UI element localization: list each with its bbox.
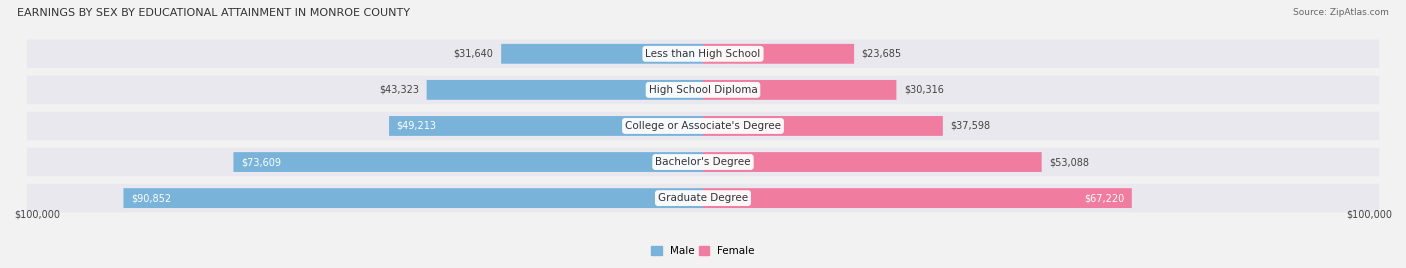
Text: EARNINGS BY SEX BY EDUCATIONAL ATTAINMENT IN MONROE COUNTY: EARNINGS BY SEX BY EDUCATIONAL ATTAINMEN… (17, 8, 411, 18)
FancyBboxPatch shape (27, 76, 1379, 104)
FancyBboxPatch shape (426, 80, 703, 100)
Legend: Male, Female: Male, Female (651, 246, 755, 256)
Text: $90,852: $90,852 (131, 193, 172, 203)
FancyBboxPatch shape (703, 44, 853, 64)
Text: Graduate Degree: Graduate Degree (658, 193, 748, 203)
FancyBboxPatch shape (389, 116, 703, 136)
FancyBboxPatch shape (703, 116, 943, 136)
Text: $100,000: $100,000 (1346, 209, 1392, 219)
FancyBboxPatch shape (27, 112, 1379, 140)
Text: High School Diploma: High School Diploma (648, 85, 758, 95)
FancyBboxPatch shape (27, 184, 1379, 212)
Text: $43,323: $43,323 (380, 85, 419, 95)
Text: College or Associate's Degree: College or Associate's Degree (626, 121, 780, 131)
Text: $49,213: $49,213 (396, 121, 437, 131)
FancyBboxPatch shape (233, 152, 703, 172)
FancyBboxPatch shape (703, 188, 1132, 208)
Text: $31,640: $31,640 (454, 49, 494, 59)
Text: $53,088: $53,088 (1049, 157, 1090, 167)
FancyBboxPatch shape (501, 44, 703, 64)
Text: Less than High School: Less than High School (645, 49, 761, 59)
FancyBboxPatch shape (27, 40, 1379, 68)
Text: Bachelor's Degree: Bachelor's Degree (655, 157, 751, 167)
Text: $23,685: $23,685 (862, 49, 901, 59)
Text: $37,598: $37,598 (950, 121, 991, 131)
FancyBboxPatch shape (124, 188, 703, 208)
Text: $73,609: $73,609 (240, 157, 281, 167)
Text: $67,220: $67,220 (1084, 193, 1125, 203)
Text: Source: ZipAtlas.com: Source: ZipAtlas.com (1294, 8, 1389, 17)
FancyBboxPatch shape (703, 80, 897, 100)
Text: $100,000: $100,000 (14, 209, 60, 219)
Text: $30,316: $30,316 (904, 85, 943, 95)
FancyBboxPatch shape (27, 148, 1379, 176)
FancyBboxPatch shape (703, 152, 1042, 172)
